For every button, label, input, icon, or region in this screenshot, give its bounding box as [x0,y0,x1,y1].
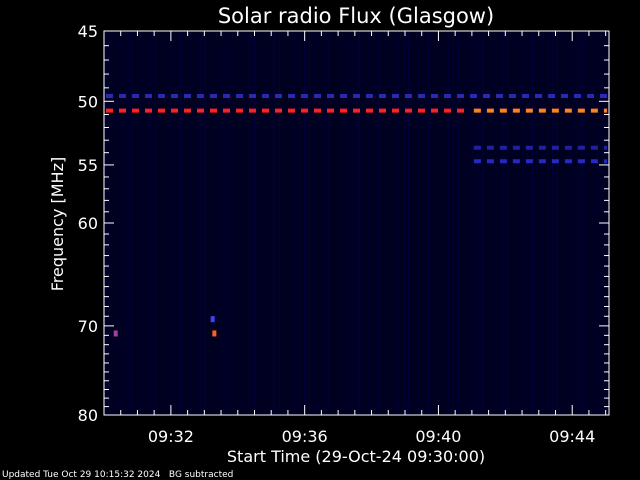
updated-timestamp: Updated Tue Oct 29 10:15:32 2024 [2,470,161,480]
x-axis-label: Start Time (29-Oct-24 09:30:00) [227,447,485,466]
footer-status: Updated Tue Oct 29 10:15:32 2024 BG subt… [2,470,233,480]
y-axis-ticks: 45 50 55 60 70 80 [78,22,609,425]
y-tick-label: 45 [78,22,98,41]
emission-spot [212,330,217,337]
emission-spot [210,316,215,323]
y-axis-label: Frequency [MHz] [48,157,67,291]
chart-title: Solar radio Flux (Glasgow) [218,4,494,28]
background-stripes [105,33,603,413]
y-tick-label: 60 [78,214,98,233]
y-tick-label: 80 [78,406,98,425]
x-tick-label: 09:32 [148,427,194,446]
y-tick-label: 70 [78,317,98,336]
bg-subtracted-note: BG subtracted [168,470,234,480]
x-tick-label: 09:36 [282,427,328,446]
x-tick-label: 09:44 [549,427,595,446]
plot-area [104,31,609,415]
x-tick-label: 09:40 [415,427,461,446]
y-tick-label: 50 [78,92,98,111]
y-tick-label: 55 [78,156,98,175]
emission-spot [113,330,118,337]
x-axis-ticks: 09:32 09:36 09:40 09:44 [120,31,607,446]
emission-features [106,93,607,337]
